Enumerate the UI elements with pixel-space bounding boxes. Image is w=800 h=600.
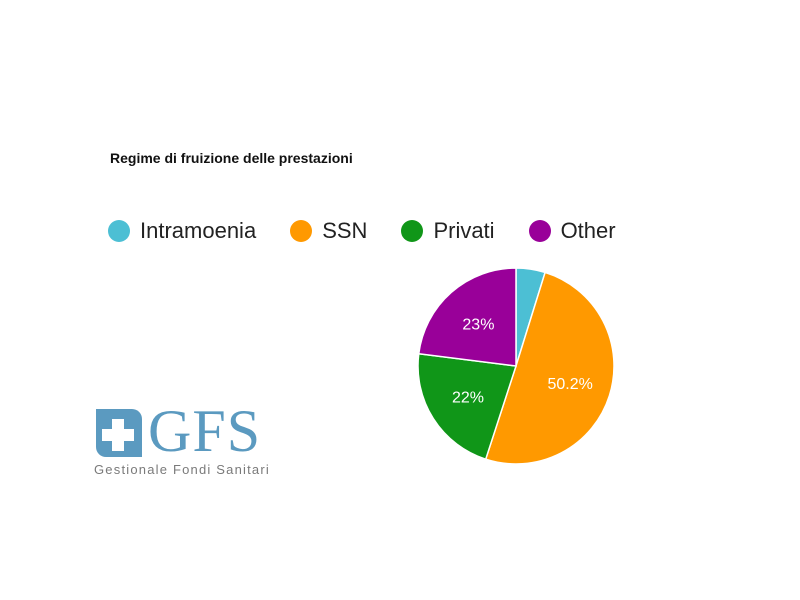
pie-chart: 50.2% 22% 23% [417,267,615,465]
legend-item-privati: Privati [401,218,495,244]
pie-slice-ssn [484,271,615,465]
chart-title: Regime di fruizione delle prestazioni [110,150,353,166]
pie-slice-privati [417,352,517,461]
legend-label-other: Other [560,218,616,243]
legend-swatch-privati [401,220,424,242]
legend-item-intramoenia: Intramoenia [108,218,256,244]
legend-item-other: Other [528,218,616,244]
legend-swatch-other [528,220,551,242]
legend-label-privati: Privati [433,218,495,243]
pie-label-ssn: 50.2% [547,376,592,393]
pie-label-other: 23% [462,316,494,333]
legend-label-intramoenia: Intramoenia [140,218,257,243]
logo-wordmark: GFS [148,398,262,464]
legend-swatch-intramoenia [108,220,130,242]
legend-swatch-ssn [290,220,313,242]
legend-item-ssn: SSN [290,218,367,244]
medical-cross-icon [96,409,142,457]
pie-label-privati: 22% [452,389,484,406]
chart-legend: Intramoenia SSN Privati Other [108,216,616,246]
logo-tagline: Gestionale Fondi Sanitari [94,462,270,477]
pie-slice-other [417,267,517,367]
gfs-logo: GFS Gestionale Fondi Sanitari [92,399,292,480]
legend-label-ssn: SSN [322,218,368,243]
